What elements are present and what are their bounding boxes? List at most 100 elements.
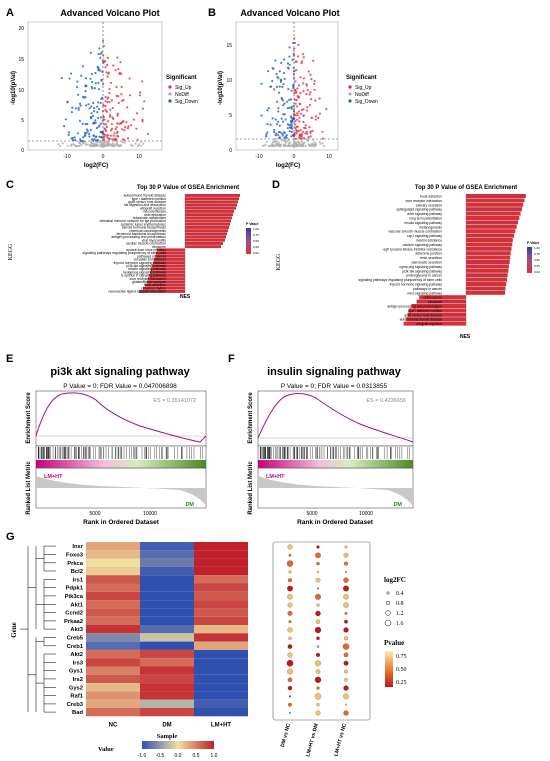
term-label: allograft rejection [140, 206, 166, 210]
volcano-point [68, 131, 71, 134]
volcano-point [293, 108, 296, 111]
volcano-point [92, 121, 95, 124]
gene-label: Pdpk1 [66, 586, 84, 592]
panel-a: A Advanced Volcano Plot 0 5 10 15 20 -10… [6, 7, 198, 169]
size-legend-tick: 1.6 [396, 621, 404, 627]
volcano-point [120, 72, 123, 75]
pvalue-tick: 0.75 [396, 654, 407, 660]
volcano-point [101, 39, 105, 43]
y-tick: 5 [21, 118, 24, 124]
volcano-point [106, 63, 109, 67]
volcano-point [314, 142, 317, 145]
volcano-point [305, 83, 308, 86]
volcano-point [85, 131, 88, 135]
metric-y-label: Ranked List Metric [26, 461, 32, 515]
volcano-point [300, 140, 304, 143]
heatmap-cell [86, 616, 140, 625]
volcano-point [284, 141, 287, 144]
es-y-label: Enrichment Score [26, 392, 32, 444]
volcano-point [294, 137, 297, 140]
volcano-point [101, 144, 104, 147]
volcano-point [60, 77, 63, 80]
volcano-point [131, 144, 134, 147]
volcano-point [90, 72, 93, 76]
gsea-bar [466, 277, 508, 282]
gene-label: Bad [72, 710, 83, 716]
volcano-point [140, 140, 143, 144]
volcano-point [306, 88, 309, 92]
x-tick: -10 [255, 154, 262, 160]
volcano-point [278, 136, 281, 140]
dot [286, 659, 294, 667]
heatmap-cell [86, 708, 140, 717]
gsea-bar [466, 268, 509, 273]
x-tick: 10000 [143, 511, 157, 517]
volcano-point [99, 56, 102, 60]
volcano-point [89, 128, 92, 132]
gsea-bar [466, 242, 513, 247]
gsea-bar [466, 260, 510, 264]
volcano-point [99, 122, 103, 125]
gsea-bar [185, 194, 240, 197]
legend-swatch-nodiff [168, 92, 172, 96]
volcano-point [93, 110, 96, 113]
x-axis-label: log2(FC) [276, 163, 300, 169]
term-label: rap1 signaling pathway [407, 234, 442, 238]
volcano-point [126, 137, 130, 140]
dot [289, 712, 291, 714]
volcano-point [277, 131, 280, 134]
volcano-point [140, 80, 144, 83]
volcano-point [306, 138, 309, 142]
volcano-point [77, 108, 80, 111]
heatmap-cell [194, 633, 248, 642]
volcano-point [281, 120, 285, 123]
pvalue-legend-title: Pvalue [384, 639, 404, 647]
volcano-point [298, 116, 301, 119]
dot [288, 702, 292, 707]
volcano-point [121, 128, 124, 131]
volcano-point [90, 112, 93, 115]
gene-label: Irs1 [73, 577, 84, 583]
term-label: terpenoid backbone biosynthesis [117, 232, 167, 236]
volcano-point [282, 104, 285, 107]
dot [287, 585, 293, 592]
volcano-point [90, 105, 93, 108]
volcano-point [63, 125, 66, 128]
volcano-point [290, 107, 293, 110]
volcano-point [105, 110, 108, 113]
gsea-bar [185, 203, 237, 207]
volcano-point [135, 127, 138, 130]
volcano-point [76, 132, 79, 135]
term-label: insulin resistance [416, 239, 442, 243]
volcano-point [300, 62, 303, 65]
volcano-point [108, 92, 111, 95]
volcano-point [295, 144, 298, 148]
gsea-bar [185, 232, 227, 236]
volcano-point [290, 89, 293, 92]
term-label: pi3k akt signaling pathway [126, 264, 166, 268]
volcano-point [101, 119, 104, 122]
gsea-bar [466, 229, 516, 234]
dot [316, 561, 320, 566]
gsea-bar [150, 270, 185, 274]
volcano-point [291, 58, 294, 62]
term-label: butanoate metabolism [133, 216, 167, 220]
volcano-point [302, 53, 305, 56]
volcano-point [111, 107, 114, 110]
volcano-point [294, 80, 297, 83]
volcano-point [76, 86, 79, 89]
volcano-point [284, 135, 287, 138]
volcano-point [293, 98, 296, 101]
volcano-point [116, 112, 119, 115]
volcano-point [273, 88, 276, 91]
heatmap-cell [140, 566, 194, 576]
dot [316, 587, 320, 590]
volcano-point [100, 97, 103, 101]
volcano-point [113, 132, 116, 135]
volcano-point [304, 132, 307, 135]
dot [316, 636, 320, 641]
legend-title: Value [98, 746, 114, 753]
sample-label: LM+HT [211, 722, 232, 728]
x-axis-label: log2(FC) [84, 163, 108, 169]
volcano-point [90, 140, 93, 143]
